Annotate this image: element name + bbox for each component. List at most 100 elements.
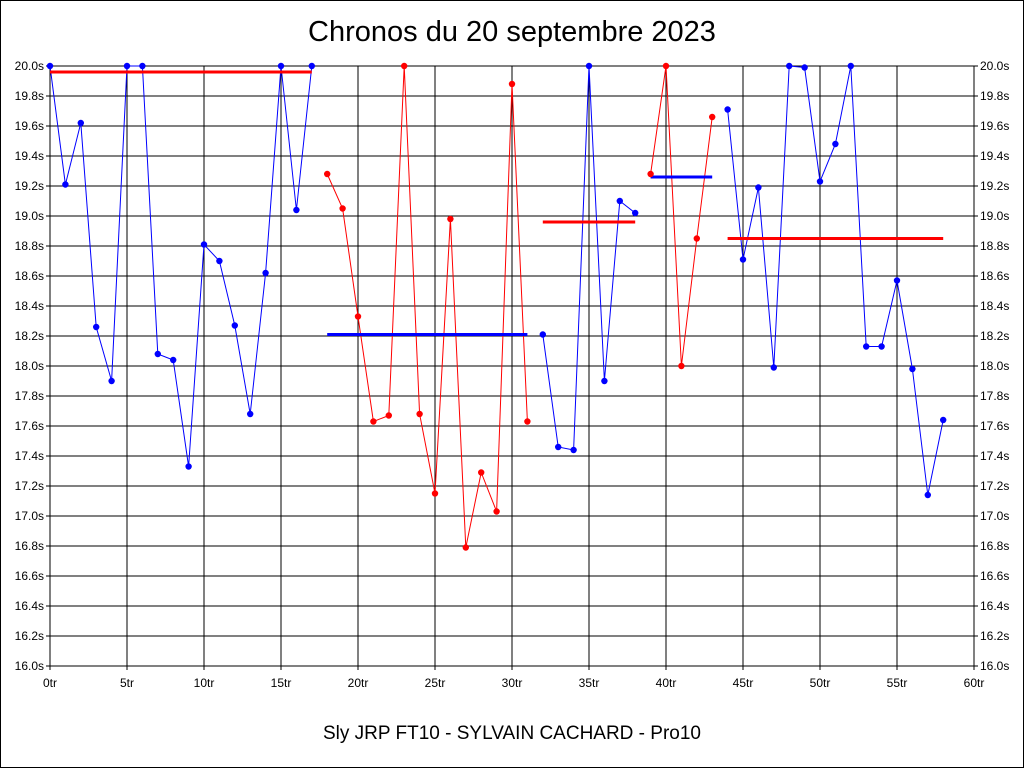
x-tick-label: 50tr <box>810 676 831 690</box>
data-point <box>200 241 208 248</box>
data-point <box>801 64 808 71</box>
data-point <box>909 365 916 373</box>
y-tick-label: 18.6s <box>980 269 1009 283</box>
data-point <box>770 364 777 371</box>
x-tick-label: 10tr <box>194 676 215 690</box>
y-tick-label: 16.6s <box>980 569 1009 583</box>
y-tick-label: 19.6s <box>980 119 1009 133</box>
x-tick-label: 5tr <box>120 676 134 690</box>
data-point <box>924 491 931 499</box>
y-tick-label: 18.8s <box>15 239 44 253</box>
grid-lines <box>49 65 975 667</box>
data-point <box>431 490 439 497</box>
data-point <box>216 257 223 265</box>
y-tick-label: 17.0s <box>15 509 44 523</box>
data-point <box>662 62 670 70</box>
y-tick-label: 19.0s <box>980 209 1009 223</box>
y-tick-label: 18.6s <box>15 269 44 283</box>
y-tick-label: 17.6s <box>980 419 1009 433</box>
data-point <box>493 508 500 515</box>
data-point <box>262 269 269 277</box>
y-tick-label: 19.2s <box>15 179 44 193</box>
y-tick-labels-right: 16.0s 16.2s 16.4s 16.6s 16.8s 17.0s 17.2s 17.4s… <box>980 59 1009 673</box>
data-point <box>940 416 947 424</box>
data-point <box>524 418 531 425</box>
data-point <box>77 119 85 127</box>
data-point <box>739 256 747 263</box>
y-tick-label: 17.2s <box>15 479 44 493</box>
data-point <box>93 323 100 331</box>
x-tick-label: 30tr <box>502 676 523 690</box>
series-line <box>49 65 313 467</box>
y-tick-label: 17.4s <box>15 449 44 463</box>
data-point <box>893 277 901 284</box>
y-tick-labels-left: 16.0s 16.2s 16.4s 16.6s 16.8s 17.0s 17.2s 17.4s… <box>15 59 44 673</box>
data-point <box>786 62 793 70</box>
x-tick-label: 40tr <box>656 676 677 690</box>
data-point <box>247 410 254 418</box>
y-tick-label: 17.2s <box>980 479 1009 493</box>
x-tick-label: 25tr <box>425 676 446 690</box>
chart-subtitle: Sly JRP FT10 - SYLVAIN CACHARD - Pro10 <box>323 723 701 744</box>
y-tick-label: 19.4s <box>980 149 1009 163</box>
data-point <box>462 544 469 551</box>
data-point <box>308 62 315 70</box>
axes <box>46 65 978 670</box>
chart-title: Chronos du 20 septembre 2023 <box>308 16 716 48</box>
data-point <box>724 106 731 113</box>
data-point <box>154 350 161 358</box>
data-point <box>293 206 300 214</box>
y-tick-label: 17.4s <box>980 449 1009 463</box>
data-point <box>709 113 716 121</box>
x-tick-label: 55tr <box>887 676 908 690</box>
data-point <box>478 469 485 476</box>
x-tick-label: 15tr <box>271 676 292 690</box>
y-tick-label: 16.8s <box>980 539 1009 553</box>
y-tick-label: 18.0s <box>980 359 1009 373</box>
y-tick-label: 18.0s <box>15 359 44 373</box>
y-tick-label: 20.0s <box>980 59 1009 73</box>
data-point <box>816 178 824 185</box>
x-tick-label: 60tr <box>964 676 985 690</box>
y-tick-label: 19.0s <box>15 209 44 223</box>
data-point <box>863 343 870 350</box>
y-tick-label: 17.8s <box>15 389 44 403</box>
data-point <box>632 209 639 217</box>
data-point <box>585 62 593 70</box>
y-tick-label: 16.4s <box>980 599 1009 613</box>
x-tick-label: 20tr <box>348 676 369 690</box>
data-point <box>185 463 192 470</box>
data-point <box>847 62 854 70</box>
data-point <box>601 377 608 385</box>
lap-time-points <box>46 62 947 551</box>
y-tick-label: 16.8s <box>15 539 44 553</box>
y-tick-label: 19.8s <box>980 89 1009 103</box>
y-tick-label: 16.2s <box>980 629 1009 643</box>
y-tick-label: 18.4s <box>980 299 1009 313</box>
data-point <box>46 62 54 70</box>
data-point <box>324 170 331 178</box>
y-tick-label: 17.6s <box>15 419 44 433</box>
data-point <box>139 62 146 70</box>
data-point <box>108 377 115 385</box>
data-point <box>878 343 885 350</box>
data-point <box>555 443 562 451</box>
data-point <box>277 62 285 70</box>
data-point <box>647 170 654 178</box>
y-tick-label: 20.0s <box>15 59 44 73</box>
data-point <box>354 313 362 320</box>
data-point <box>170 356 177 364</box>
data-point <box>339 205 346 212</box>
data-point <box>62 181 69 188</box>
y-tick-label: 17.8s <box>980 389 1009 403</box>
data-point <box>755 184 762 191</box>
plot-border <box>49 65 975 667</box>
data-point <box>401 62 408 70</box>
lap-time-series <box>49 65 944 548</box>
x-tick-label: 45tr <box>733 676 754 690</box>
data-point <box>447 215 454 223</box>
data-point <box>231 322 238 329</box>
data-point <box>832 140 839 148</box>
data-point <box>416 410 423 418</box>
